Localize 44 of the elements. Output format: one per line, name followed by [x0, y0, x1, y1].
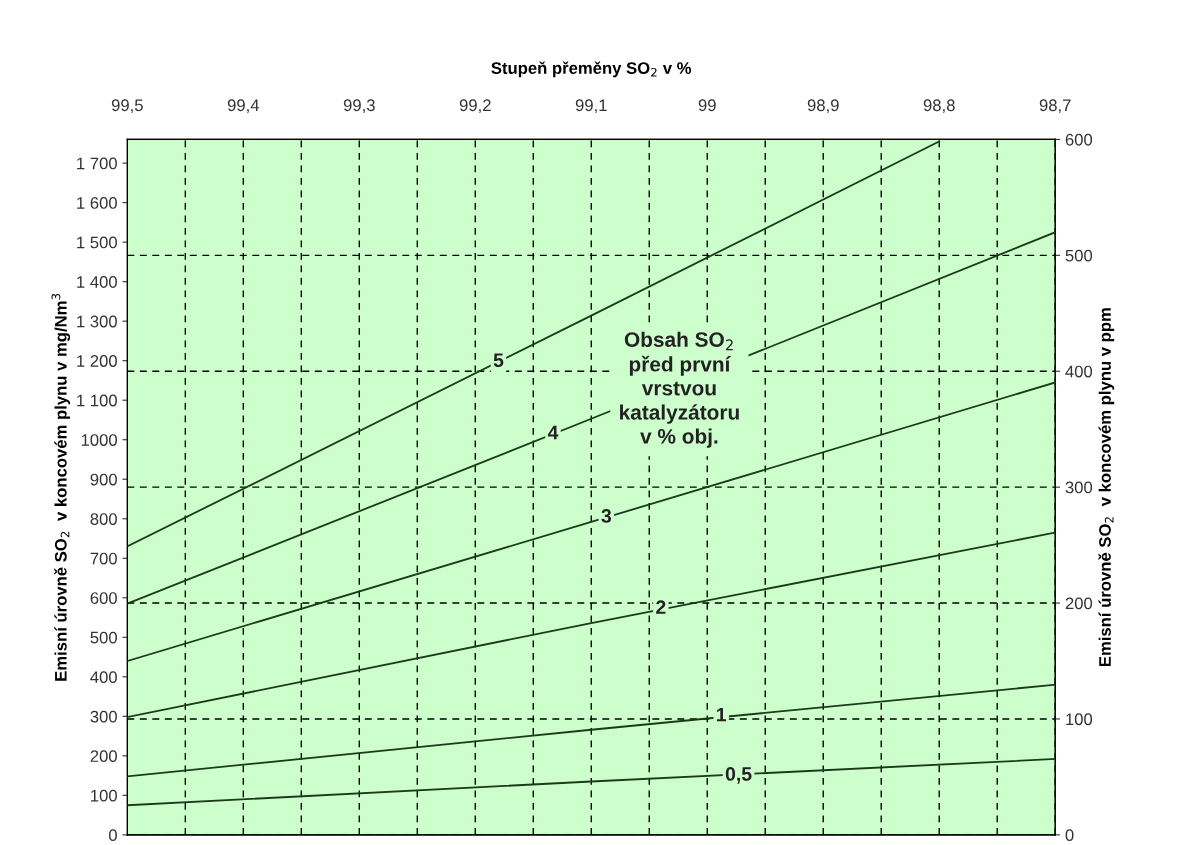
y-tick-label: 1 200: [77, 355, 117, 367]
y2-tick-label: 400: [1065, 365, 1093, 378]
x2-axis-title: Stupeň přeměny SO$_{2}$ v %: [491, 61, 692, 78]
y-tick-label: 800: [90, 513, 117, 525]
y-tick-label: 1 300: [77, 315, 117, 328]
y-tick-label: 600: [90, 592, 117, 604]
x-tick-label: 99,2: [459, 99, 491, 114]
x-tick-label: 99,3: [343, 99, 375, 114]
y2-tick-label: 500: [1065, 249, 1093, 262]
y-tick-label: 1000: [81, 434, 117, 446]
y-tick-label: 1 700: [77, 157, 117, 170]
y-tick-label: 0: [108, 829, 117, 842]
y-tick-label: 1 400: [77, 276, 117, 288]
y2-tick-label: 300: [1065, 481, 1093, 494]
y-tick-label: 400: [90, 671, 117, 684]
annotation: 4: [547, 425, 559, 440]
y-tick-label: 1 100: [77, 394, 117, 407]
x-tick-label: 98,9: [807, 99, 839, 114]
annotation: Obsah SO$_{2}$ před první vrstvou katalyzátoru v % obj.: [620, 331, 739, 448]
y-tick-label: 500: [90, 631, 117, 644]
y2-tick-label: 0: [1065, 829, 1074, 842]
x-tick-label: 99,1: [575, 99, 607, 114]
y-tick-label: 100: [91, 789, 117, 802]
y-tick-label: 700: [90, 552, 117, 565]
x-tick-label: 99,5: [111, 99, 143, 114]
y-tick-label: 1 600: [77, 197, 117, 209]
y2-tick-label: 100: [1066, 713, 1093, 726]
y2-tick-label: 600: [1065, 133, 1093, 146]
annotation: 0,5: [725, 767, 752, 784]
y-tick-label: 1 500: [77, 236, 117, 249]
x-tick-label: 99: [698, 99, 716, 112]
annotation: 5: [493, 353, 504, 368]
x-tick-label: 98,8: [923, 99, 955, 114]
y-tick-label: 200: [90, 750, 117, 763]
annotation: 1: [716, 707, 727, 722]
x-tick-label: 99,4: [227, 99, 260, 114]
annotation: 2: [656, 600, 666, 614]
y-tick-label: 900: [90, 473, 117, 486]
y-tick-label: 300: [90, 710, 117, 723]
y2-tick-label: 200: [1065, 597, 1093, 610]
x-tick-label: 98,7: [1039, 99, 1071, 114]
y2-axis-title: Emisní úrovně SO$_{2}$ v koncovém plynu v ppm: [1098, 308, 1115, 667]
y-axis-title: Emisní úrovně SO$_{2}$ v koncovém plynu v mg/Nm$^{3}$: [51, 293, 71, 681]
annotation: 3: [601, 509, 612, 523]
